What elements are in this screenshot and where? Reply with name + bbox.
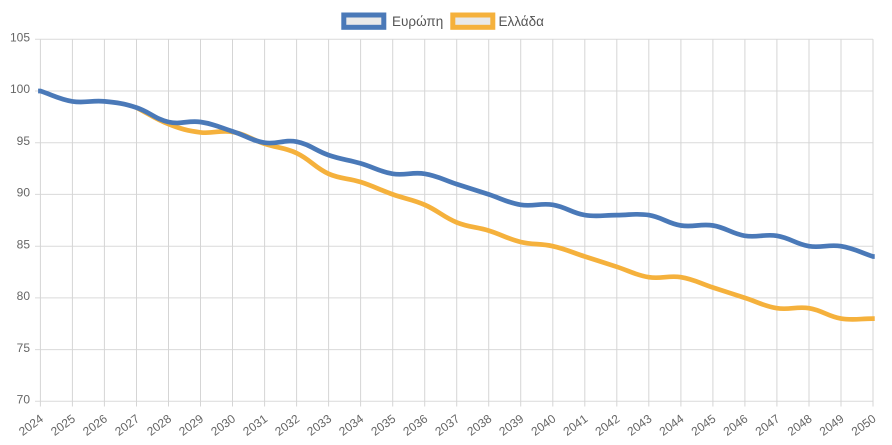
svg-text:2030: 2030 [208, 411, 238, 438]
svg-text:2039: 2039 [496, 411, 526, 438]
svg-text:2029: 2029 [176, 411, 206, 438]
svg-text:2033: 2033 [304, 411, 334, 438]
svg-text:2049: 2049 [817, 411, 847, 438]
svg-text:90: 90 [17, 186, 31, 200]
svg-text:2048: 2048 [785, 411, 815, 438]
svg-text:2025: 2025 [48, 411, 78, 438]
svg-text:95: 95 [17, 134, 31, 148]
svg-text:2027: 2027 [112, 411, 142, 438]
svg-text:2045: 2045 [689, 411, 719, 438]
svg-text:Ευρώπη: Ευρώπη [392, 14, 443, 29]
svg-text:100: 100 [10, 82, 30, 96]
svg-text:2034: 2034 [336, 411, 366, 438]
svg-text:2035: 2035 [368, 411, 398, 438]
svg-text:2024: 2024 [16, 411, 46, 438]
svg-text:105: 105 [10, 31, 30, 45]
svg-text:2038: 2038 [464, 411, 494, 438]
svg-text:2047: 2047 [753, 411, 783, 438]
svg-text:2036: 2036 [400, 411, 430, 438]
svg-text:2041: 2041 [561, 411, 591, 438]
svg-text:70: 70 [17, 393, 31, 407]
svg-text:2046: 2046 [721, 411, 751, 438]
svg-text:75: 75 [17, 341, 31, 355]
svg-text:2043: 2043 [625, 411, 655, 438]
svg-text:2031: 2031 [240, 411, 270, 438]
svg-text:2050: 2050 [849, 411, 879, 438]
svg-text:2042: 2042 [593, 411, 623, 438]
svg-text:2040: 2040 [529, 411, 559, 438]
svg-text:Ελλάδα: Ελλάδα [499, 14, 545, 29]
svg-text:2037: 2037 [432, 411, 462, 438]
svg-text:2026: 2026 [80, 411, 110, 438]
svg-text:2044: 2044 [657, 411, 687, 438]
svg-text:2028: 2028 [144, 411, 174, 438]
svg-text:2032: 2032 [272, 411, 302, 438]
svg-text:85: 85 [17, 237, 31, 251]
svg-text:80: 80 [17, 289, 31, 303]
